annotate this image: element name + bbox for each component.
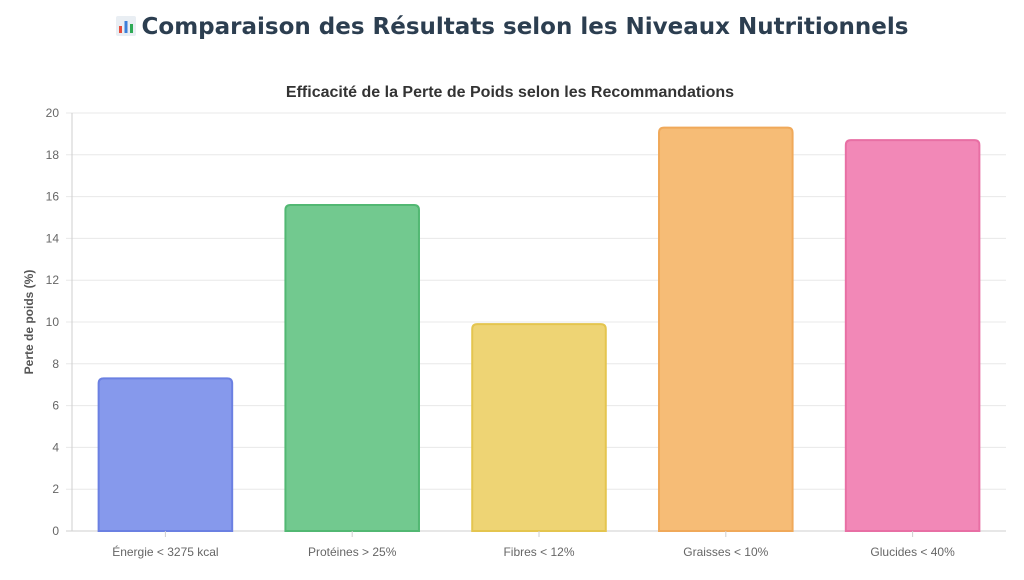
bar[interactable]: [658, 126, 794, 532]
x-tick-label: Fibres < 12%: [503, 545, 574, 559]
y-axis-ticks: 0 2 4 6 8 10 12 14 16 18 20: [46, 106, 60, 538]
bar[interactable]: [844, 139, 981, 532]
bar[interactable]: [97, 377, 234, 532]
y-tick-label: 12: [46, 273, 60, 287]
y-tick-label: 0: [52, 524, 59, 538]
y-tick-label: 18: [46, 148, 60, 162]
y-tick-label: 14: [46, 231, 60, 245]
y-tick-label: 2: [52, 482, 59, 496]
page-title-text: Comparaison des Résultats selon les Nive…: [141, 14, 909, 40]
y-tick-label: 20: [46, 106, 60, 120]
bar-chart-icon: [115, 16, 136, 42]
page-title: Comparaison des Résultats selon les Nive…: [0, 14, 1024, 42]
y-tick-label: 6: [52, 399, 59, 413]
x-tick-label: Glucides < 40%: [870, 545, 955, 559]
x-tick-label: Énergie < 3275 kcal: [112, 544, 218, 559]
y-tick-label: 4: [52, 440, 59, 454]
y-tick-label: 10: [46, 315, 60, 329]
chart-title: Efficacité de la Perte de Poids selon le…: [286, 84, 734, 101]
y-tick-label: 8: [52, 357, 59, 371]
bars: [97, 126, 981, 532]
x-tick-label: Graisses < 10%: [683, 545, 768, 559]
y-axis-label: Perte de poids (%): [22, 270, 36, 375]
bar[interactable]: [471, 323, 607, 532]
x-tick-label: Protéines > 25%: [308, 545, 397, 559]
y-tick-label: 16: [46, 190, 60, 204]
x-axis-ticks: Énergie < 3275 kcal Protéines > 25% Fibres…: [112, 531, 955, 559]
bar[interactable]: [284, 203, 420, 532]
